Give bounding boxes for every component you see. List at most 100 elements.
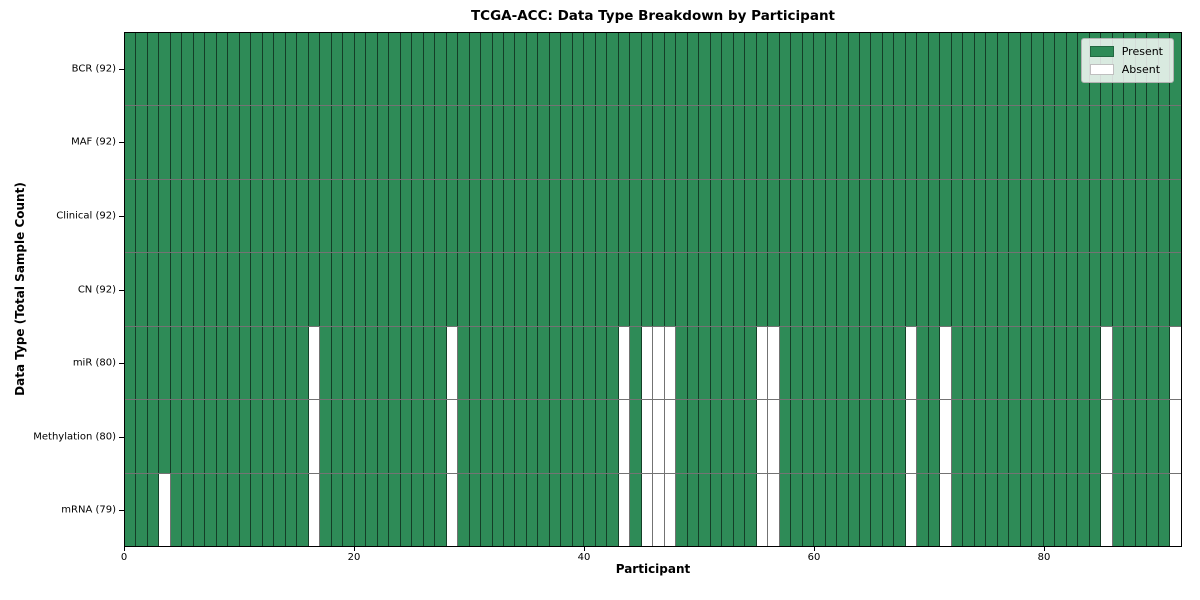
cell-Clinical-69	[917, 179, 929, 253]
cell-Clinical-79	[1032, 179, 1044, 253]
cell-Methylation-67	[894, 400, 906, 473]
cell-miR-81	[1055, 326, 1067, 400]
cell-MAF-46	[653, 106, 665, 179]
cell-MAF-51	[710, 106, 723, 179]
cell-CN-4	[170, 253, 183, 326]
cell-CN-62	[837, 253, 849, 326]
cell-MAF-59	[802, 106, 815, 179]
cell-miR-44	[630, 326, 642, 400]
cell-CN-5	[182, 253, 194, 326]
cell-CN-85	[1101, 253, 1113, 326]
cell-Methylation-58	[791, 400, 803, 473]
cell-Clinical-55	[756, 179, 769, 253]
cell-miR-16	[308, 326, 321, 400]
cell-miR-35	[526, 326, 539, 400]
legend-entry-absent: Absent	[1089, 63, 1163, 76]
cell-Clinical-64	[860, 179, 872, 253]
cell-Clinical-65	[871, 179, 883, 253]
cell-Methylation-10	[239, 400, 252, 473]
cell-miR-28	[446, 326, 459, 400]
cell-CN-69	[917, 253, 929, 326]
cell-miR-39	[572, 326, 585, 400]
cell-CN-9	[228, 253, 240, 326]
x-tick-mark	[1044, 547, 1045, 551]
cell-mRNA-5	[182, 473, 194, 546]
cell-mRNA-44	[630, 473, 642, 546]
cell-miR-84	[1089, 326, 1102, 400]
y-tick-label-BCR: BCR (92)	[71, 63, 116, 75]
cell-Methylation-2	[147, 400, 160, 473]
cell-Clinical-35	[526, 179, 539, 253]
cell-mRNA-18	[331, 473, 344, 546]
cell-miR-11	[251, 326, 263, 400]
cell-Clinical-26	[423, 179, 436, 253]
cell-Clinical-88	[1135, 179, 1148, 253]
cell-mRNA-82	[1066, 473, 1079, 546]
cell-MAF-38	[561, 106, 573, 179]
cell-Methylation-90	[1158, 400, 1171, 473]
cell-mRNA-12	[262, 473, 275, 546]
legend-label-present: Present	[1121, 45, 1163, 58]
cell-CN-73	[963, 253, 975, 326]
cell-miR-83	[1078, 326, 1090, 400]
cell-Methylation-60	[814, 400, 826, 473]
cell-miR-18	[331, 326, 344, 400]
cell-MAF-72	[951, 106, 964, 179]
x-tick-mark	[584, 547, 585, 551]
cell-CN-37	[549, 253, 562, 326]
cell-BCR-59	[802, 33, 815, 106]
cell-MAF-45	[641, 106, 654, 179]
cell-Clinical-90	[1158, 179, 1171, 253]
cell-mRNA-13	[274, 473, 286, 546]
cell-Clinical-53	[733, 179, 746, 253]
cell-BCR-62	[837, 33, 849, 106]
cell-BCR-50	[699, 33, 711, 106]
cell-CN-41	[595, 253, 608, 326]
cell-BCR-66	[882, 33, 895, 106]
cell-CN-17	[320, 253, 332, 326]
cell-Methylation-75	[986, 400, 998, 473]
cell-Clinical-1	[136, 179, 148, 253]
cell-BCR-44	[630, 33, 642, 106]
cell-mRNA-80	[1043, 473, 1056, 546]
cell-mRNA-33	[503, 473, 516, 546]
cell-Methylation-14	[285, 400, 298, 473]
cell-Clinical-63	[848, 179, 860, 253]
cell-CN-16	[308, 253, 321, 326]
cell-BCR-75	[986, 33, 998, 106]
cell-Clinical-66	[882, 179, 895, 253]
cell-Methylation-69	[917, 400, 929, 473]
cell-CN-22	[377, 253, 390, 326]
cell-Clinical-0	[125, 179, 137, 253]
cell-CN-87	[1124, 253, 1136, 326]
cell-mRNA-29	[458, 473, 470, 546]
cell-CN-3	[159, 253, 171, 326]
cell-miR-40	[584, 326, 596, 400]
cell-Clinical-11	[251, 179, 263, 253]
cell-Methylation-21	[366, 400, 378, 473]
absent-swatch-icon	[1089, 64, 1114, 75]
cell-CN-88	[1135, 253, 1148, 326]
cell-Methylation-51	[710, 400, 723, 473]
cell-BCR-81	[1055, 33, 1067, 106]
cell-mRNA-68	[905, 473, 918, 546]
cell-Methylation-77	[1009, 400, 1021, 473]
cell-miR-13	[274, 326, 286, 400]
cell-Clinical-9	[228, 179, 240, 253]
cell-Methylation-4	[170, 400, 183, 473]
cell-BCR-70	[928, 33, 941, 106]
cell-BCR-10	[239, 33, 252, 106]
cell-CN-26	[423, 253, 436, 326]
cell-Clinical-84	[1089, 179, 1102, 253]
cell-mRNA-42	[607, 473, 619, 546]
cell-Methylation-83	[1078, 400, 1090, 473]
cell-mRNA-56	[768, 473, 780, 546]
cell-Methylation-81	[1055, 400, 1067, 473]
cell-miR-57	[779, 326, 792, 400]
cell-MAF-53	[733, 106, 746, 179]
cell-mRNA-79	[1032, 473, 1044, 546]
cell-MAF-83	[1078, 106, 1090, 179]
y-tick-label-miR: miR (80)	[72, 357, 116, 369]
cell-Methylation-85	[1101, 400, 1113, 473]
cell-mRNA-47	[664, 473, 677, 546]
